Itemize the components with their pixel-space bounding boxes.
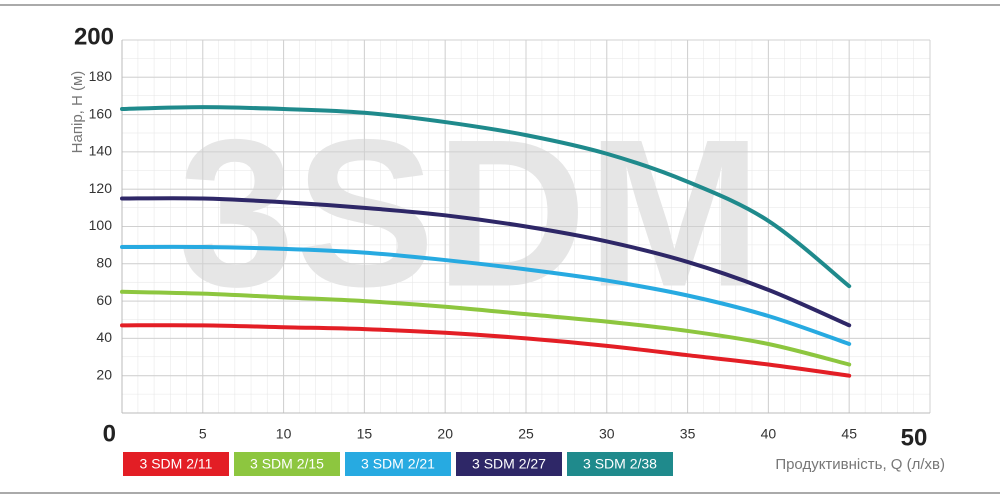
x-tick-label: 50: [901, 424, 928, 451]
legend-label: 3 SDM 2/21: [361, 456, 435, 472]
x-tick-label: 45: [841, 426, 857, 442]
legend-swatch: [234, 452, 340, 476]
y-tick-label: 60: [96, 292, 112, 308]
x-tick-label: 20: [437, 426, 453, 442]
x-axis-label: Продуктивність, Q (л/хв): [775, 456, 945, 473]
y-tick-label: 160: [89, 105, 113, 121]
y-tick-label: 20: [96, 366, 112, 382]
legend-label: 3 SDM 2/11: [140, 456, 213, 472]
y-tick-label: 100: [89, 217, 113, 233]
x-tick-label: 15: [357, 426, 373, 442]
x-tick-label: 35: [680, 426, 696, 442]
legend-label: 3 SDM 2/15: [250, 456, 324, 472]
y-axis-label: Напір, H (м): [69, 71, 86, 154]
x-tick-label: 10: [276, 426, 292, 442]
y-tick-label: 0: [103, 420, 116, 447]
series-line: [120, 289, 852, 367]
y-tick-label: 80: [96, 255, 112, 271]
legend-swatch: [123, 452, 229, 476]
series-line: [120, 323, 852, 378]
x-tick-label: 30: [599, 426, 615, 442]
series-line: [120, 244, 852, 346]
y-tick-label: 180: [89, 68, 113, 84]
legend-swatch: [456, 452, 562, 476]
legend-swatch: [345, 452, 451, 476]
legend-label: 3 SDM 2/27: [472, 456, 546, 472]
y-tick-label: 120: [89, 180, 113, 196]
y-tick-label: 40: [96, 329, 112, 345]
x-tick-label: 40: [761, 426, 777, 442]
y-tick-label: 200: [74, 23, 114, 50]
series-line: [120, 105, 852, 289]
legend-label: 3 SDM 2/38: [583, 456, 657, 472]
x-tick-label: 25: [518, 426, 534, 442]
x-tick-label: 5: [199, 426, 207, 442]
y-tick-label: 140: [89, 143, 113, 159]
series-line: [120, 196, 852, 328]
legend-swatch: [567, 452, 673, 476]
